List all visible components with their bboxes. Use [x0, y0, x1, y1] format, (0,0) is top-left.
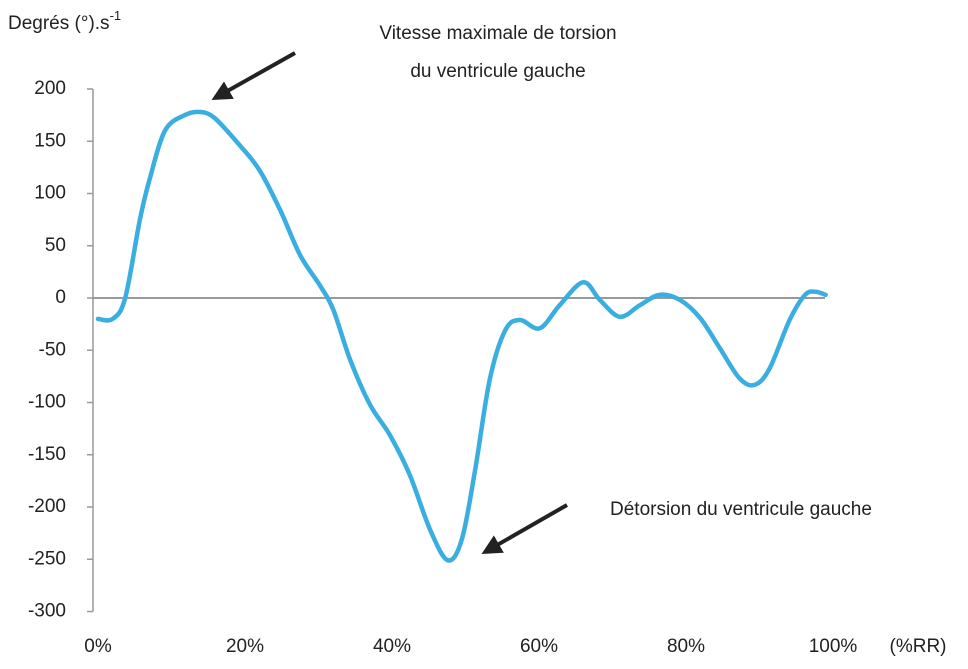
x-tick-label: 40% — [373, 636, 411, 657]
x-axis-label: (%RR) — [890, 636, 947, 657]
y-tick-label: -200 — [28, 496, 66, 517]
y-tick-label: 50 — [45, 235, 66, 256]
arrow — [211, 51, 296, 100]
y-tick-label: -150 — [28, 444, 66, 465]
y-axis-label-text: Degrés (°).s — [8, 13, 110, 34]
y-tick-label: 0 — [55, 287, 66, 308]
y-tick-label: -50 — [39, 339, 66, 360]
x-tick-label: 100% — [809, 636, 858, 657]
annotation: du ventricule gauche — [410, 61, 585, 82]
y-tick-label: -250 — [28, 548, 66, 569]
annotation: Vitesse maximale de torsion — [379, 23, 616, 44]
y-tick-label: 100 — [34, 183, 66, 204]
y-axis-label: Degrés (°).s-1 — [8, 8, 121, 34]
y-tick-label: -100 — [28, 392, 66, 413]
line — [95, 109, 828, 563]
annotation: Détorsion du ventricule gauche — [610, 499, 872, 520]
y-tick-label: 200 — [34, 78, 66, 99]
x-tick-label: 80% — [667, 636, 705, 657]
arrow — [481, 503, 568, 554]
y-tick-label: 150 — [34, 130, 66, 151]
x-tick-label: 60% — [520, 636, 558, 657]
y-tick-label: -300 — [28, 601, 66, 622]
x-tick-label: 20% — [226, 636, 264, 657]
y-axis-label-sup: -1 — [110, 8, 122, 23]
x-tick-label: 0% — [84, 636, 112, 657]
